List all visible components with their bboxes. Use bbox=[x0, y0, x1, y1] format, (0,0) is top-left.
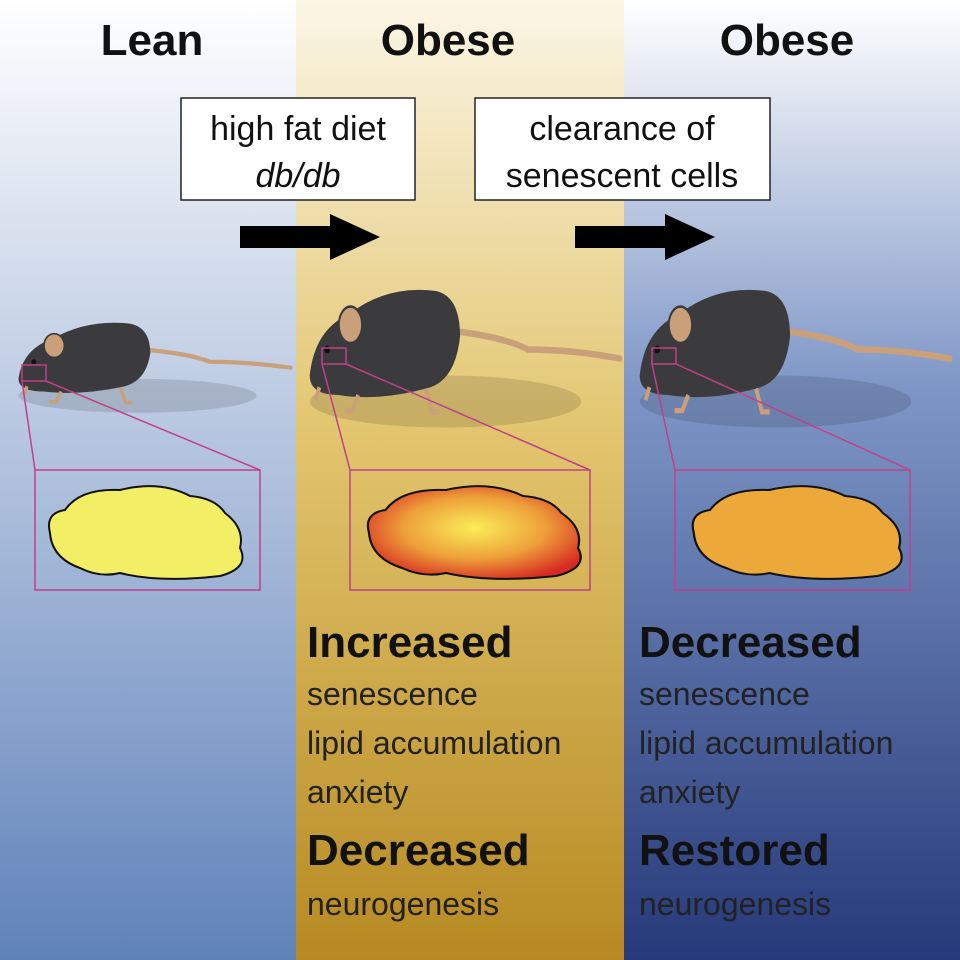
effect-heading: Decreased bbox=[307, 826, 530, 875]
transition-box bbox=[474, 97, 771, 201]
column-title: Lean bbox=[101, 16, 204, 65]
transition-text: clearance of bbox=[529, 110, 715, 148]
transition-text: senescent cells bbox=[506, 157, 738, 195]
column-title: Obese bbox=[720, 16, 855, 65]
effect-heading: Decreased bbox=[639, 618, 862, 667]
effect-item: lipid accumulation bbox=[639, 725, 893, 761]
effect-heading: Restored bbox=[639, 826, 830, 875]
arrow bbox=[575, 214, 715, 260]
transition-text: db/db bbox=[255, 157, 340, 195]
effect-heading: Increased bbox=[307, 618, 512, 667]
arrow bbox=[240, 214, 380, 260]
column-title: Obese bbox=[381, 16, 516, 65]
effect-item: senescence bbox=[307, 676, 478, 712]
transition-box bbox=[180, 97, 416, 201]
effect-item: lipid accumulation bbox=[307, 725, 561, 761]
effect-item: neurogenesis bbox=[639, 886, 831, 922]
effect-item: neurogenesis bbox=[307, 886, 499, 922]
effect-item: senescence bbox=[639, 676, 810, 712]
effect-item: anxiety bbox=[639, 774, 740, 810]
transition-text: high fat diet bbox=[210, 110, 386, 148]
effect-item: anxiety bbox=[307, 774, 408, 810]
zoom-lines bbox=[21, 347, 911, 591]
